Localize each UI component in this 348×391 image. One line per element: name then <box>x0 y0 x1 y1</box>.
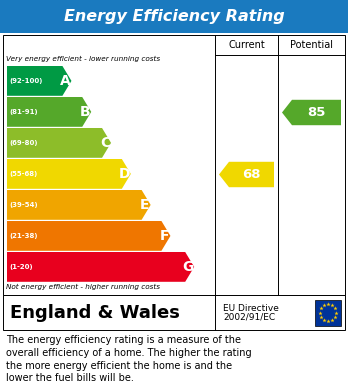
Text: Current: Current <box>228 40 265 50</box>
Polygon shape <box>7 97 91 127</box>
Text: 85: 85 <box>307 106 326 119</box>
Text: The energy efficiency rating is a measure of the
overall efficiency of a home. T: The energy efficiency rating is a measur… <box>6 335 252 384</box>
Text: Not energy efficient - higher running costs: Not energy efficient - higher running co… <box>6 284 160 290</box>
Bar <box>315 300 341 325</box>
Text: EU Directive: EU Directive <box>223 304 279 313</box>
Text: (21-38): (21-38) <box>9 233 38 239</box>
Polygon shape <box>282 100 341 125</box>
Text: B: B <box>80 105 90 119</box>
Text: Potential: Potential <box>290 40 333 50</box>
Text: (55-68): (55-68) <box>9 171 37 177</box>
Text: (69-80): (69-80) <box>9 140 38 146</box>
Bar <box>0 0 348 33</box>
Text: A: A <box>60 74 70 88</box>
Text: F: F <box>160 229 169 243</box>
Polygon shape <box>7 190 151 220</box>
Bar <box>3 35 345 295</box>
Text: Very energy efficient - lower running costs: Very energy efficient - lower running co… <box>6 56 160 62</box>
Text: (92-100): (92-100) <box>9 78 42 84</box>
Text: Energy Efficiency Rating: Energy Efficiency Rating <box>64 9 284 24</box>
Text: G: G <box>182 260 193 274</box>
Polygon shape <box>7 66 71 96</box>
Polygon shape <box>7 221 171 251</box>
Polygon shape <box>7 128 111 158</box>
Bar <box>3 295 345 330</box>
Text: (1-20): (1-20) <box>9 264 33 270</box>
Polygon shape <box>219 162 274 187</box>
Text: 68: 68 <box>242 168 261 181</box>
Text: E: E <box>140 198 150 212</box>
Polygon shape <box>7 159 131 189</box>
Text: D: D <box>118 167 130 181</box>
Text: 2002/91/EC: 2002/91/EC <box>223 313 275 322</box>
Text: (39-54): (39-54) <box>9 202 38 208</box>
Polygon shape <box>7 252 194 282</box>
Text: (81-91): (81-91) <box>9 109 38 115</box>
Text: England & Wales: England & Wales <box>10 303 180 321</box>
Text: C: C <box>100 136 110 150</box>
